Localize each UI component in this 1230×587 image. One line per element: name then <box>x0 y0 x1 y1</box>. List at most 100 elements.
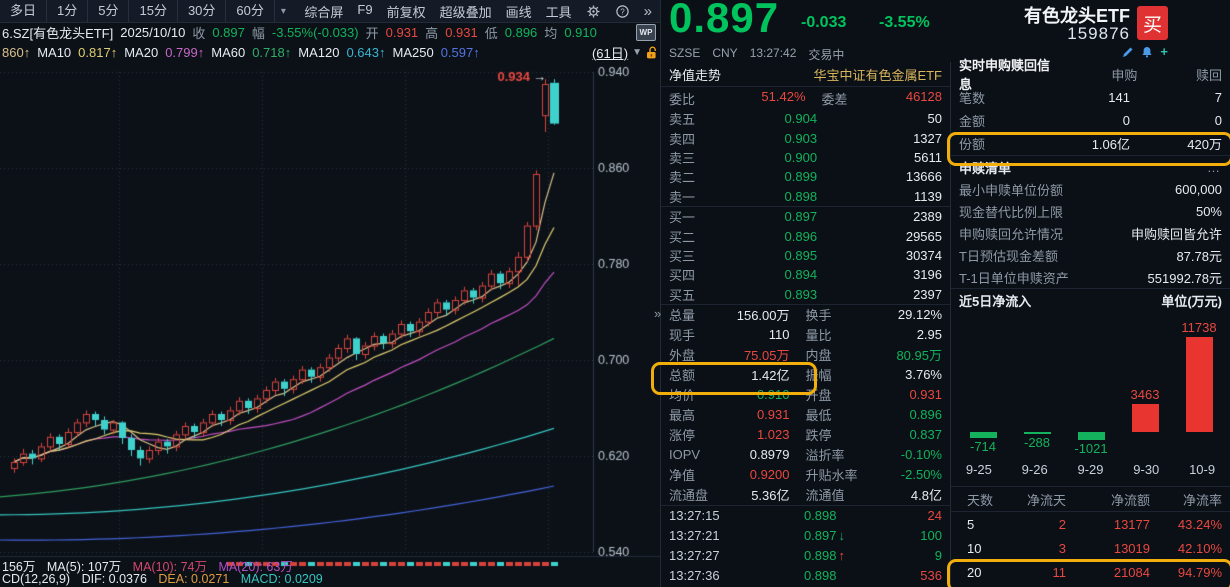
tick-direction-icon: ↓ <box>838 528 846 544</box>
ask-row[interactable]: 卖一 0.898 1139 <box>661 187 950 206</box>
toolbar-item-5[interactable]: 画线 <box>505 4 532 20</box>
period-range-button[interactable]: (61日) <box>591 45 629 61</box>
flow-bar-value: 3463 <box>1130 386 1160 402</box>
edit-icon[interactable] <box>1122 46 1134 58</box>
period-tab-6[interactable]: 60分 <box>226 0 275 22</box>
add-icon[interactable]: + <box>1160 44 1168 59</box>
ma60-label: MA60 <box>211 44 246 60</box>
tick-direction-icon: ↑ <box>838 548 846 564</box>
security-code: 159876 <box>1067 24 1130 43</box>
tick-row: 13:27:15 0.898 24 <box>661 506 950 526</box>
ask-row[interactable]: 卖三 0.900 5611 <box>661 148 950 167</box>
tick-price: 0.898 <box>803 508 837 524</box>
stat-label: 净值 <box>669 468 696 484</box>
unlock-icon[interactable] <box>646 46 658 59</box>
gear-icon[interactable] <box>586 4 601 19</box>
ask-price: 0.900 <box>784 149 818 165</box>
quote-stats: 总量 156.00万 换手 29.12% 现手 110 量比 2.95 外盘 75.05万 内盘 80… <box>661 305 950 506</box>
bid-price: 0.896 <box>784 228 818 244</box>
toolbar-item-3[interactable]: 前复权 <box>386 4 426 20</box>
buy-button[interactable]: 买 <box>1137 6 1168 40</box>
tick-price: 0.898 <box>803 548 837 564</box>
bid-price: 0.893 <box>784 286 818 302</box>
stat-label: 均价 <box>669 388 696 404</box>
alert-bell-icon[interactable] <box>1141 46 1153 58</box>
wp-icon[interactable]: WP <box>636 23 656 41</box>
toolbar-item-6[interactable]: 工具 <box>545 4 572 20</box>
flow-table-header: 天数 净流天 净流额 净流率 <box>951 486 1230 512</box>
bid-row[interactable]: 买五 0.893 2397 <box>661 285 950 304</box>
stat-value: 75.05万 <box>743 348 790 364</box>
period-tab-4[interactable]: 15分 <box>129 0 178 22</box>
period-dropdown-caret[interactable]: ▾ <box>280 5 286 17</box>
trading-status: 交易中 <box>808 48 845 62</box>
flow-bar-value: -288 <box>1023 435 1051 451</box>
toolbar-item-2[interactable]: F9 <box>357 1 373 17</box>
subscription-rows: 笔数 141 7 金额 0 0 份额 1.06亿 420万 <box>951 86 1230 155</box>
help-icon[interactable]: ? <box>615 4 630 19</box>
linked-etf-link[interactable]: 华宝中证有色金属ETF <box>813 67 942 83</box>
stat-label: 开盘 <box>805 388 832 404</box>
subscription-row: 金额 0 0 <box>951 109 1230 132</box>
period-tab-2[interactable]: 1分 <box>47 0 89 22</box>
stat-value: -2.50% <box>900 467 942 483</box>
bid-row[interactable]: 买三 0.895 30374 <box>661 246 950 265</box>
bid-volume: 2389 <box>913 209 942 225</box>
bid-row[interactable]: 买四 0.894 3196 <box>661 265 950 284</box>
ask-volume: 1327 <box>913 130 942 146</box>
flow-cell: 5 <box>967 516 975 532</box>
flow-col-header: 净流率 <box>1182 492 1222 508</box>
weibi-value: 51.42% <box>761 88 806 104</box>
bid-level-label: 买五 <box>669 287 696 303</box>
high-label: 高 <box>425 25 439 41</box>
stat-value: 29.12% <box>897 307 942 323</box>
nav-tab-netvalue[interactable]: 净值走势 <box>669 67 722 83</box>
flow-col-header: 净流额 <box>1110 492 1150 508</box>
list-section-header: 申赎清单 … <box>951 155 1230 178</box>
close-value: 0.897 <box>212 24 245 40</box>
stat-label: 换手 <box>805 308 832 324</box>
order-book-panel: » 净值走势 华宝中证有色金属ETF 委比 51.42% 委差 46128 卖五… <box>654 62 951 587</box>
stat-row: 均价 0.910 开盘 0.931 <box>661 385 950 405</box>
redeem-value: 0 <box>1214 113 1222 128</box>
ask-row[interactable]: 卖五 0.904 50 <box>661 109 950 128</box>
macd-pane-legend: CD(12,26,9) DIF: 0.0376 DEA: 0.0271 MACD… <box>2 572 323 586</box>
period-tab-1[interactable]: 多日 <box>0 0 48 22</box>
last-price: 0.897 <box>669 0 780 41</box>
redeem-value: 7 <box>1214 90 1222 105</box>
chevron-down-icon[interactable]: ▼ <box>632 46 642 58</box>
bid-price: 0.895 <box>784 247 818 263</box>
flow-cell: 94.79% <box>1177 564 1222 580</box>
ask-row[interactable]: 卖二 0.899 13666 <box>661 167 950 186</box>
ma250-label: MA250 <box>392 44 434 60</box>
toolbar-item-1[interactable]: 综合屏 <box>304 4 344 20</box>
ask-row[interactable]: 卖四 0.903 1327 <box>661 128 950 147</box>
toolbar-more-icon[interactable]: » <box>643 2 652 20</box>
candlestick-chart-canvas[interactable] <box>0 62 660 587</box>
flow-cell: 2 <box>1058 516 1066 532</box>
period-tab-3[interactable]: 5分 <box>88 0 130 22</box>
weibi-label: 委比 <box>669 91 696 107</box>
security-name: 有色龙头ETF <box>1024 6 1130 26</box>
sub-row-label: 笔数 <box>959 91 986 106</box>
more-dots-icon[interactable]: … <box>1207 159 1222 175</box>
ask-level-label: 卖五 <box>669 112 696 128</box>
flow-title: 近5日净流入 <box>959 293 1032 309</box>
flow-section-header: 近5日净流入 单位(万元) <box>951 288 1230 311</box>
stat-value: 156.00万 <box>736 308 790 324</box>
panel-collapse-handle[interactable]: » <box>654 306 662 321</box>
toolbar-item-4[interactable]: 超级叠加 <box>439 4 492 20</box>
tick-row: 13:27:27 0.898 ↑ 9 <box>661 546 950 566</box>
bid-row[interactable]: 买二 0.896 29565 <box>661 226 950 245</box>
period-tab-5[interactable]: 30分 <box>178 0 227 22</box>
tick-volume: 9 <box>934 548 942 564</box>
stat-value: 0.837 <box>909 427 942 443</box>
bid-row[interactable]: 买一 0.897 2389 <box>661 207 950 226</box>
ask-price: 0.903 <box>784 130 818 146</box>
stat-label: 最高 <box>669 408 696 424</box>
toolbar-right: 综合屏 F9 前复权 超级叠加 画线 工具 ? » <box>304 2 660 21</box>
stat-value: 110 <box>768 327 790 343</box>
ma250-value: 0.597↑ <box>440 44 480 60</box>
subscription-header: 实时申购赎回信息 申购 赎回 <box>951 58 1230 92</box>
tick-time: 13:27:36 <box>669 568 720 584</box>
